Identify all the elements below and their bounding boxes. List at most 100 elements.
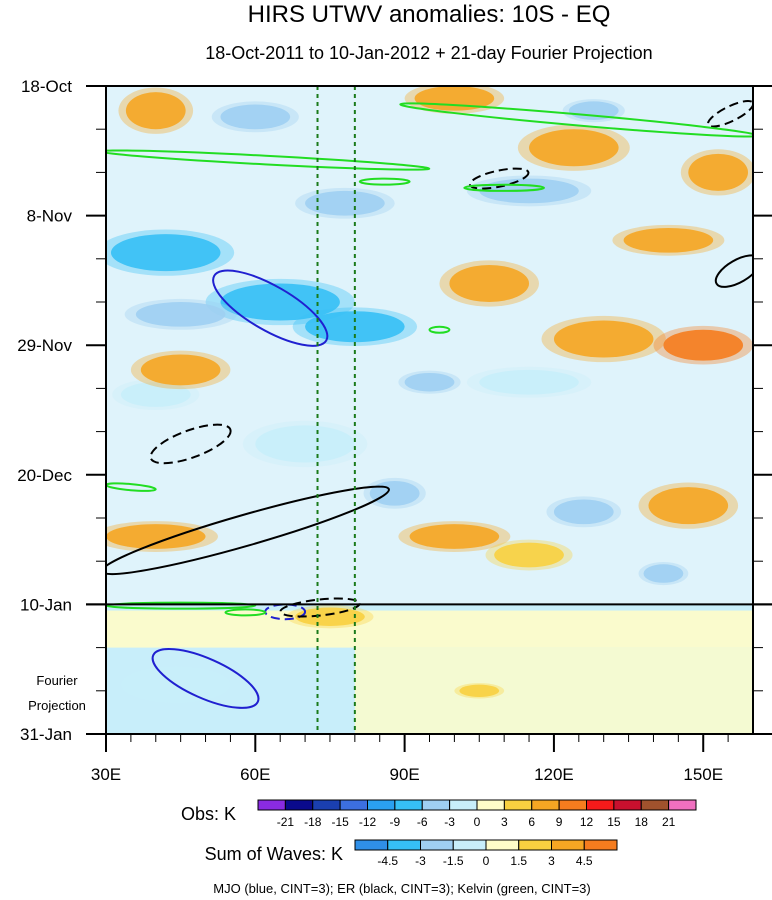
colorbar-swatch (367, 799, 396, 811)
mjo-contour (151, 648, 260, 709)
waves-colorbar-label: Sum of Waves: K (205, 844, 343, 864)
mjo-contour (212, 269, 329, 347)
colorbar-swatch (476, 799, 505, 811)
projection-warm-area (354, 647, 753, 734)
colorbar-level-label: -4.5 (377, 854, 398, 868)
kelvin-contour (463, 183, 545, 192)
y-tick-label: 18-Oct (21, 77, 72, 96)
colorbar-level-label: -3 (415, 854, 426, 868)
anomaly-blob (220, 283, 340, 321)
colorbar-level-label: 15 (607, 815, 621, 829)
anomaly-blob (529, 129, 619, 167)
colorbar-swatch (531, 799, 560, 811)
anomaly-blob (140, 354, 221, 386)
colorbar-swatch (420, 839, 454, 851)
anomaly-blob (120, 382, 191, 407)
colorbar-level-label: 6 (528, 815, 535, 829)
anomaly-blob (479, 369, 579, 395)
colorbar-level-label: -6 (417, 815, 428, 829)
anomaly-blob (623, 227, 714, 253)
colorbar-swatch (452, 839, 487, 851)
x-tick-label: 150E (683, 765, 723, 784)
waves-colorbar: -4.5 -3 -1.5 0 1.5 3 4.5 (354, 839, 618, 868)
colorbar-swatch (613, 799, 642, 811)
y-tick-label: 8-Nov (27, 207, 73, 226)
anomaly-blob (449, 264, 530, 302)
y-tick-label: 20-Dec (17, 466, 72, 485)
anomaly-blob (305, 190, 385, 216)
colorbar-level-label: -21 (277, 815, 295, 829)
anomaly-blob (459, 684, 500, 697)
anomaly-blob (220, 104, 291, 130)
colorbar-swatch (354, 839, 389, 851)
kelvin-contour (358, 177, 411, 186)
colorbar-swatch (518, 839, 552, 851)
colorbar-level-label: -1.5 (443, 854, 464, 868)
chart-title: HIRS UTWV anomalies: 10S - EQ (248, 1, 611, 28)
anomaly-blob (643, 564, 684, 583)
colorbar-level-label: -3 (444, 815, 455, 829)
er-contour (279, 597, 361, 618)
wave-legend-footnote: MJO (blue, CINT=3); ER (black, CINT=3); … (213, 881, 590, 896)
x-tick-label: 30E (91, 765, 121, 784)
anomaly-blob (553, 320, 654, 358)
colorbar-level-label: 3 (501, 815, 508, 829)
colorbar-swatch (421, 799, 451, 811)
x-tick-label: 120E (534, 765, 574, 784)
colorbar-swatch (312, 799, 341, 811)
anomaly-blob (494, 542, 564, 568)
plot-area (106, 86, 753, 734)
projection-label-line2: Projection (28, 698, 86, 713)
kelvin-contour (428, 325, 451, 334)
colorbar-level-label: 4.5 (576, 854, 593, 868)
colorbar-level-label: -15 (331, 815, 349, 829)
anomaly-blob (648, 487, 729, 525)
colorbar-swatch (503, 799, 533, 811)
er-contour (149, 423, 232, 465)
y-axis: 18-Oct 8-Nov 29-Nov 20-Dec 10-Jan 31-Jan (17, 77, 772, 744)
colorbar-swatch (485, 839, 520, 851)
er-contour (468, 167, 530, 190)
kelvin-contour (399, 102, 753, 138)
reference-lines (316, 86, 356, 734)
x-tick-label: 90E (389, 765, 419, 784)
anomaly-blob (295, 607, 365, 626)
colorbar-swatch (449, 799, 478, 811)
kelvin-contour (224, 608, 267, 617)
obs-colorbar: -21 -18 -15 -12 -9 -6 -3 0 3 6 9 12 15 18 21 (257, 799, 697, 829)
colorbar-level-label: 18 (635, 815, 649, 829)
colorbar-level-label: 9 (556, 815, 563, 829)
colorbar-swatch (668, 799, 697, 811)
colorbar-swatch (387, 839, 421, 851)
er-contour (714, 254, 753, 288)
anomaly-blob (369, 480, 420, 506)
colorbar-swatch (394, 799, 423, 811)
anomaly-blob (135, 302, 226, 327)
obs-colorbar-label: Obs: K (181, 804, 236, 824)
colorbar-level-label: 3 (548, 854, 555, 868)
colorbar-level-label: 0 (483, 854, 490, 868)
anomaly-blob (553, 499, 614, 525)
colorbar-level-label: 1.5 (510, 854, 527, 868)
projection-label-line1: Fourier (36, 673, 78, 688)
colorbar-swatch (257, 799, 286, 811)
y-tick-label: 31-Jan (20, 725, 72, 744)
anomaly-blob (404, 372, 455, 392)
chart-subtitle: 18-Oct-2011 to 10-Jan-2012 + 21-day Four… (205, 43, 652, 63)
colorbar-swatch (551, 839, 585, 851)
colorbar-level-label: -12 (359, 815, 377, 829)
anomaly-blob (688, 153, 749, 191)
anomaly-blob (255, 425, 355, 463)
colorbar-level-label: -9 (390, 815, 401, 829)
kelvin-contour (106, 149, 431, 171)
projection-warm-band (106, 610, 753, 648)
colorbar-level-label: 12 (580, 815, 594, 829)
y-tick-label: 10-Jan (20, 595, 72, 614)
anomaly-blob (110, 234, 221, 272)
er-contour (106, 485, 390, 576)
colorbar-swatch (284, 799, 314, 811)
anomaly-blob (125, 92, 186, 130)
x-tick-label: 60E (240, 765, 270, 784)
anomaly-blob (106, 524, 206, 549)
